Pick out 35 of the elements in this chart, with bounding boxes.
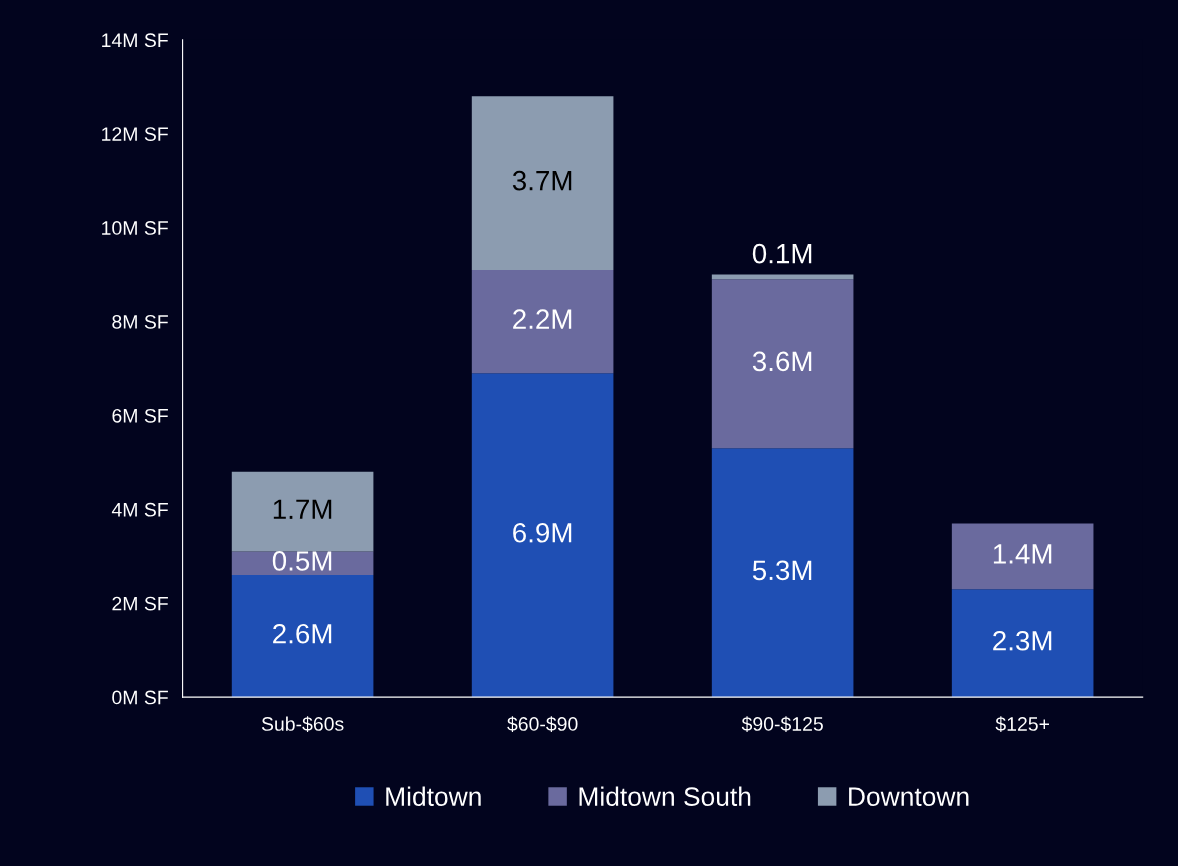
bar: [951, 523, 1094, 590]
y-tick-label: 0M SF: [112, 690, 168, 705]
x-tick-label: $90-$125: [741, 716, 823, 733]
bar: [951, 589, 1094, 698]
x-tick-label: $60-$90: [507, 716, 578, 733]
data-label: 3.6M: [752, 351, 812, 372]
bar: [231, 471, 374, 552]
y-tick-label: 6M SF: [112, 408, 168, 423]
bar: [711, 448, 854, 698]
data-label: 1.7M: [273, 499, 332, 519]
data-label: 3.7M: [512, 170, 572, 191]
x-tick-label: Sub-$60s: [261, 716, 344, 733]
y-tick-label: 4M SF: [111, 502, 168, 517]
data-label: 2.3M: [993, 630, 1052, 651]
bar: [231, 575, 374, 698]
bar: [471, 373, 614, 698]
data-label: 5.3M: [752, 560, 812, 581]
data-label: 0.1M: [752, 243, 812, 264]
data-label: 6.9M: [513, 522, 572, 543]
data-label: 2.2M: [513, 309, 572, 329]
x-tick-label: $125+: [995, 716, 1049, 733]
y-tick-label: 14M SF: [102, 33, 168, 48]
data-label: 2.6M: [273, 623, 332, 644]
legend-label: Midtown: [386, 786, 481, 806]
data-label: 1.4M: [993, 544, 1052, 564]
bar: [471, 96, 614, 270]
y-tick-label: 8M SF: [112, 315, 168, 329]
bar: [711, 279, 854, 449]
data-label: 0.5M: [272, 551, 332, 571]
bar: [471, 269, 614, 374]
y-tick-label: 2M SF: [112, 596, 168, 611]
legend-label: Downtown: [849, 787, 969, 806]
legend-label: Midtown South: [579, 786, 751, 806]
y-tick-label: 12M SF: [102, 127, 168, 141]
y-tick-label: 10M SF: [102, 221, 168, 235]
